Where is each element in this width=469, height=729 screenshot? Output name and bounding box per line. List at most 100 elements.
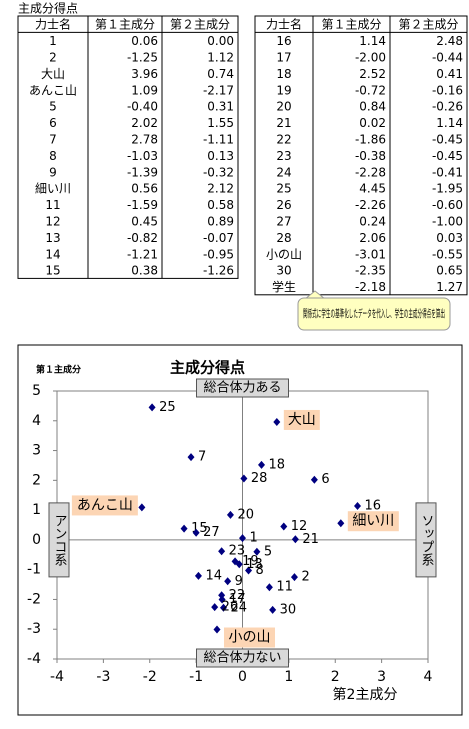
data-point <box>253 547 261 556</box>
callout-box <box>297 297 451 331</box>
annotation-box <box>48 502 70 578</box>
point-label: 9 <box>235 574 243 589</box>
cell-number: -0.38 <box>355 149 386 163</box>
cell-number: -0.82 <box>127 231 158 245</box>
point-label: 24 <box>230 600 247 615</box>
page-title: 主成分得点 <box>18 1 78 16</box>
cell-name: 学生 <box>272 279 296 294</box>
cell-number: 0.56 <box>131 182 158 196</box>
data-point <box>245 566 253 575</box>
cell-name: 21 <box>276 116 291 130</box>
y-tick-label: 5 <box>32 383 41 399</box>
column-header: 第１主成分 <box>321 18 381 32</box>
cell-number: -2.17 <box>203 83 234 97</box>
cell-number: 0.58 <box>207 198 234 212</box>
cell-number: 0.45 <box>131 215 158 229</box>
data-point <box>194 571 202 580</box>
data-point <box>291 535 299 544</box>
x-tick-label: -1 <box>189 669 203 685</box>
data-point <box>354 501 362 510</box>
cell-name: 27 <box>276 215 291 229</box>
point-label: 18 <box>269 457 286 472</box>
cell-name: あんこ山 <box>29 83 77 97</box>
data-point <box>231 557 239 566</box>
cell-number: 0.06 <box>131 34 158 48</box>
cell-name: 13 <box>45 231 60 245</box>
cell-number: 2.02 <box>131 116 158 130</box>
data-point <box>310 475 318 484</box>
point-label: 2 <box>301 570 309 585</box>
cell-number: 2.78 <box>131 133 158 147</box>
cell-number: 0.84 <box>359 100 386 114</box>
point-label: 1 <box>250 531 258 546</box>
cell-name: 26 <box>276 198 291 212</box>
cell-number: -1.11 <box>203 133 234 147</box>
cell-number: -1.26 <box>203 264 234 278</box>
cell-number: 1.12 <box>207 51 234 65</box>
point-label-highlight: 大山 <box>288 412 316 428</box>
cell-number: 1.14 <box>436 116 463 130</box>
point-label: 17 <box>229 592 246 607</box>
data-point <box>180 524 188 533</box>
cell-number: 0.13 <box>207 149 234 163</box>
column-header: 力士名 <box>266 17 302 32</box>
point-label-highlight: 小の山 <box>228 630 270 646</box>
point-label: 28 <box>251 471 268 486</box>
cell-number: 2.52 <box>359 67 386 81</box>
point-label: 13 <box>246 557 263 572</box>
point-label: 30 <box>280 602 297 617</box>
point-label: 19 <box>242 554 259 569</box>
column-header: 第２主成分 <box>170 18 230 32</box>
annotation-right: ソップ系 <box>419 514 435 566</box>
point-label: 25 <box>159 400 176 415</box>
cell-name: 7 <box>49 133 57 147</box>
annotation-box <box>196 378 289 398</box>
data-point <box>192 528 200 537</box>
cell-number: -0.32 <box>203 165 234 179</box>
data-point <box>269 605 277 614</box>
cell-number: -0.55 <box>432 247 463 261</box>
cell-number: 2.06 <box>359 231 386 245</box>
cell-number: -0.45 <box>432 133 463 147</box>
y-tick-label: -2 <box>27 591 41 607</box>
point-label: 27 <box>203 525 220 540</box>
point-label: 8 <box>256 563 264 578</box>
x-tick-label: -3 <box>96 669 110 685</box>
column-header: 力士名 <box>35 17 71 32</box>
annotation-bottom: 総合体力ない <box>203 651 281 666</box>
point-label: 23 <box>229 544 246 559</box>
cell-number: 0.24 <box>359 215 386 229</box>
data-point <box>211 603 219 612</box>
cell-name: 30 <box>276 264 291 278</box>
point-label: 6 <box>321 472 329 487</box>
point-label: 14 <box>205 568 222 583</box>
cell-number: -1.59 <box>127 198 158 212</box>
annotation-box <box>415 502 437 578</box>
data-point <box>218 591 226 600</box>
data-point <box>240 474 248 483</box>
data-point <box>138 503 146 512</box>
cell-name: 8 <box>49 149 57 163</box>
cell-number: 0.00 <box>207 34 234 48</box>
cell-name: 22 <box>276 133 291 147</box>
x-tick-label: -4 <box>50 669 64 685</box>
data-point <box>239 534 246 543</box>
point-label: 12 <box>291 519 308 534</box>
cell-name: 18 <box>276 67 291 81</box>
cell-number: 4.45 <box>359 182 386 196</box>
annotation-left: アンコ系 <box>52 514 68 566</box>
cell-number: -0.44 <box>432 51 463 65</box>
callout-pointer <box>304 290 326 300</box>
cell-number: 1.09 <box>131 83 158 97</box>
data-point <box>148 403 156 412</box>
cell-number: -2.35 <box>355 264 386 278</box>
y-tick-label: 4 <box>32 413 41 429</box>
cell-name: 25 <box>276 182 291 196</box>
table-border <box>17 15 239 279</box>
y-tick-label: -4 <box>27 651 41 667</box>
cell-name: 2 <box>49 51 57 65</box>
highlight-box <box>223 627 275 648</box>
cell-number: -0.07 <box>203 231 234 245</box>
cell-number: -0.41 <box>432 165 463 179</box>
